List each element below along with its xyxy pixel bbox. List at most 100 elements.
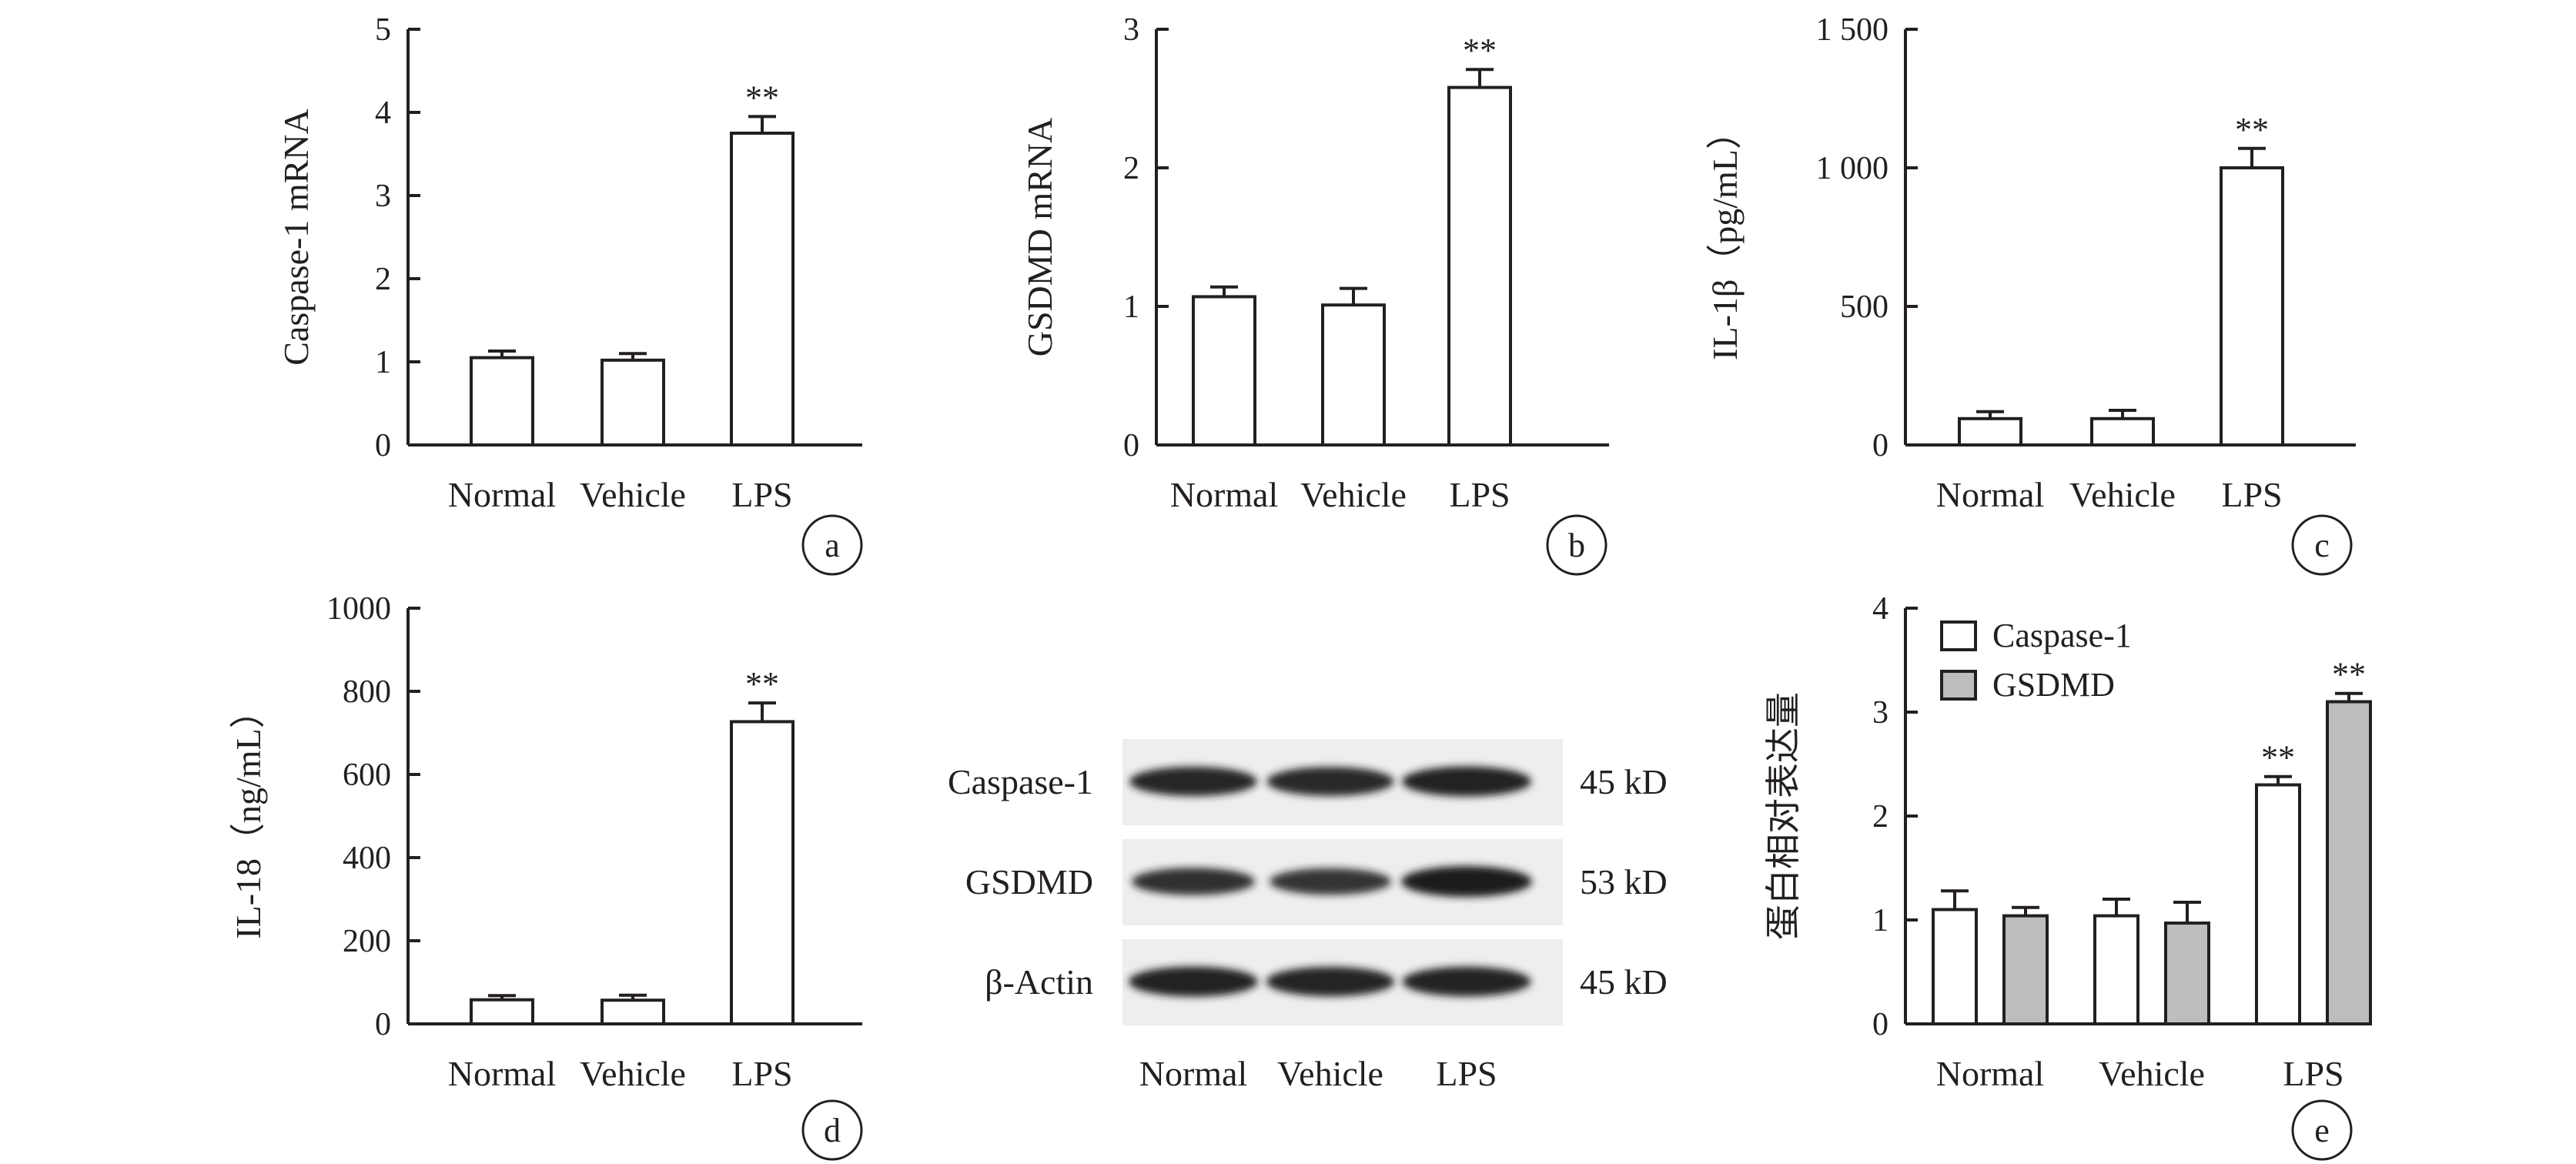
bar [601, 998, 665, 1025]
y-tick-label: 0 [375, 428, 391, 463]
y-tick-label: 200 [343, 924, 391, 959]
blot-band [1270, 868, 1391, 895]
bar [2164, 922, 2210, 1026]
panel-label-circle [2291, 1099, 2353, 1161]
chart-panel-d: 0 200 400 600 800 1000 IL-18（ng/mL） Normal Vehic… [229, 591, 863, 1161]
y-tick-label: 0 [1872, 428, 1889, 463]
bar [1321, 303, 1386, 447]
blot-size-label: 53 kD [1580, 862, 1668, 901]
blot-lane-label: LPS [1436, 1054, 1497, 1093]
blot-band [1129, 766, 1257, 797]
y-tick-label: 1 000 [1816, 151, 1889, 186]
bar [2220, 166, 2284, 447]
blot-row-label: β-Actin [985, 962, 1093, 1002]
chart-panel-a: 0 1 2 3 4 5 Caspase-1 mRNA Normal Vehicle LPS ** a [276, 12, 863, 576]
x-tick-label: Normal [448, 475, 557, 514]
y-tick-label: 0 [1123, 428, 1139, 463]
blot-band [1129, 966, 1258, 997]
blot-band [1402, 766, 1531, 797]
legend-label: GSDMD [1992, 666, 2115, 704]
y-tick-label: 600 [343, 758, 391, 793]
x-tick-label: Vehicle [1300, 475, 1407, 514]
blot-band [1266, 966, 1395, 997]
x-tick-label: Normal [1936, 475, 2045, 514]
y-axis-title: IL-1β（pg/mL） [1705, 114, 1745, 360]
y-tick-label: 1 [375, 345, 391, 380]
x-tick-label: Vehicle [580, 475, 686, 514]
blot-size-label: 45 kD [1580, 962, 1668, 1002]
bar [1192, 295, 1256, 447]
blot-row-label: Caspase-1 [948, 762, 1093, 801]
panel-label-circle [2291, 514, 2353, 576]
bar [730, 132, 795, 447]
bar [601, 358, 665, 447]
y-tick-label: 3 [375, 179, 391, 214]
y-tick-label: 2 [375, 262, 391, 297]
bar [2090, 416, 2155, 447]
panel-label-circle [1546, 514, 1607, 576]
panel-label-circle [801, 1099, 863, 1161]
y-tick-label: 3 [1872, 695, 1889, 731]
y-tick-label: 2 [1872, 799, 1889, 835]
y-tick-label: 0 [375, 1007, 391, 1042]
x-tick-label: LPS [2283, 1054, 2343, 1093]
blot-size-label: 45 kD [1580, 762, 1668, 801]
significance-label: ** [1463, 32, 1497, 69]
blot-band [1266, 767, 1394, 796]
y-tick-label: 4 [1872, 591, 1889, 627]
y-tick-label: 800 [343, 674, 391, 710]
y-axis-title: IL-18（ng/mL） [229, 693, 268, 938]
legend-swatch [1940, 620, 1977, 651]
panel-label: d [824, 1112, 841, 1149]
legend-label: Caspase-1 [1992, 617, 2132, 654]
bar [2093, 914, 2139, 1025]
bar [730, 720, 795, 1025]
panel-label: a [825, 527, 840, 564]
blot-row-label: GSDMD [965, 862, 1093, 901]
x-tick-label: Vehicle [2099, 1054, 2205, 1093]
bar [1447, 85, 1512, 447]
significance-label: ** [2332, 656, 2366, 694]
blot-lane-label: Normal [1139, 1054, 1248, 1093]
x-tick-label: Vehicle [580, 1054, 686, 1093]
y-axis-title: GSDMD mRNA [1020, 118, 1059, 357]
significance-label: ** [745, 79, 779, 116]
y-tick-label: 2 [1123, 151, 1139, 186]
blot-lane-label: Vehicle [1277, 1054, 1383, 1093]
x-tick-label: LPS [1449, 475, 1510, 514]
panel-label: e [2314, 1112, 2330, 1149]
x-tick-label: Normal [1936, 1054, 2045, 1093]
y-tick-label: 1000 [326, 591, 391, 627]
bar [2255, 783, 2301, 1025]
panel-label-circle [801, 514, 863, 576]
panel-label: c [2314, 527, 2330, 564]
chart-panel-e: 0 1 2 3 4 蛋白相对表达量 Normal Vehicle LPS ** ** Caspase-… [1764, 591, 2372, 1161]
panel-label: b [1568, 527, 1585, 564]
y-tick-label: 4 [375, 95, 391, 131]
legend-swatch [1940, 670, 1977, 701]
bar [470, 356, 534, 447]
bar [2002, 914, 2049, 1025]
y-axis-title: 蛋白相对表达量 [1764, 692, 1803, 940]
y-tick-label: 1 [1123, 289, 1139, 325]
blot-band [1401, 866, 1532, 897]
x-tick-label: Vehicle [2069, 475, 2176, 514]
y-axis-title: Caspase-1 mRNA [276, 109, 316, 365]
western-blot: Caspase-1 45 kD GSDMD 53 kD β-Actin 45 kD Norm… [948, 739, 1668, 1093]
significance-label: ** [2235, 111, 2269, 149]
blot-band [1132, 868, 1255, 895]
x-tick-label: LPS [2221, 475, 2282, 514]
blot-band [1402, 966, 1531, 997]
x-tick-label: Normal [1170, 475, 1279, 514]
bar [470, 998, 534, 1026]
bar [2326, 700, 2372, 1025]
bar [1932, 908, 1978, 1025]
significance-label: ** [745, 665, 779, 703]
y-tick-label: 3 [1123, 12, 1139, 48]
y-tick-label: 500 [1840, 289, 1889, 325]
y-tick-label: 1 [1872, 903, 1889, 938]
significance-label: ** [2261, 739, 2295, 777]
chart-panel-c: 0 500 1 000 1 500 IL-1β（pg/mL） Normal Vehicle L… [1705, 12, 2356, 576]
bar [1958, 416, 2022, 447]
